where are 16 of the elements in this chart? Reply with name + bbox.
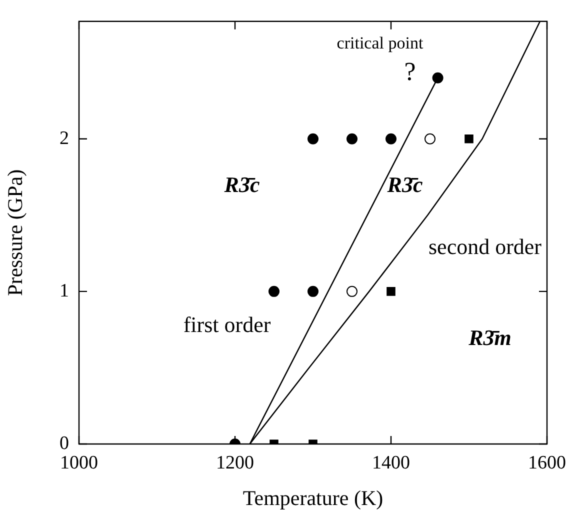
annotation: R3̄c xyxy=(387,172,423,197)
annotation: ? xyxy=(404,57,416,86)
y-axis-title: Pressure (GPa) xyxy=(3,169,28,296)
x-axis-title: Temperature (K) xyxy=(242,486,384,510)
x-tick-label: 1000 xyxy=(60,452,98,474)
x-tick-label: 1400 xyxy=(372,452,410,474)
y-tick-label: 0 xyxy=(60,432,69,454)
annotation: first order xyxy=(183,312,271,337)
y-tick-label: 1 xyxy=(60,280,69,302)
annotation: R3̄c xyxy=(224,172,260,197)
annotation: critical point xyxy=(336,34,424,52)
x-tick-label: 1200 xyxy=(216,452,254,474)
y-tick-label: 2 xyxy=(60,128,69,149)
annotation: R3̄m xyxy=(468,325,512,350)
x-tick-label: 1600 xyxy=(528,452,566,474)
annotation: second order xyxy=(428,234,542,259)
